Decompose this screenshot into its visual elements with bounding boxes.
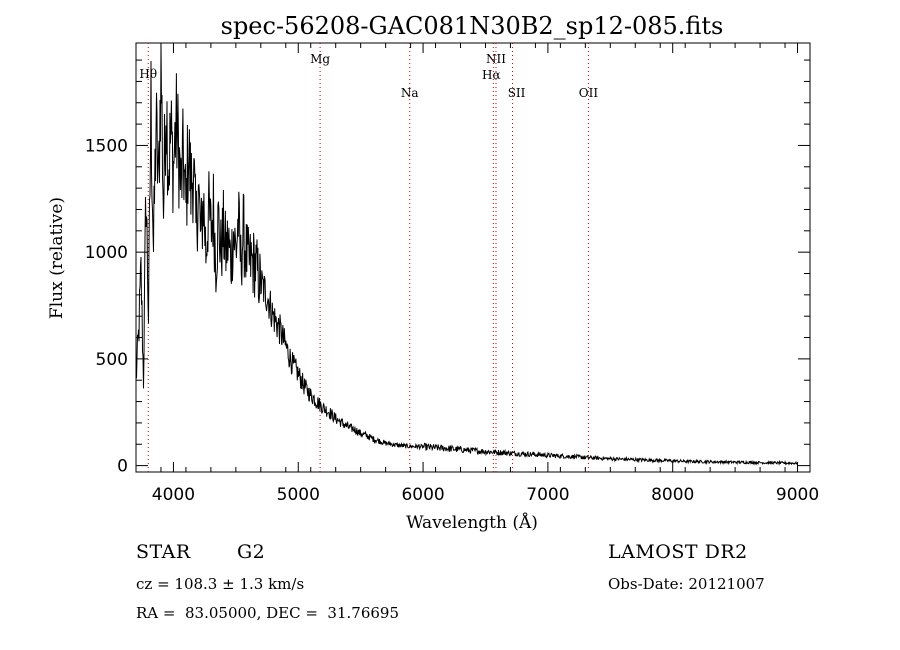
- spectral-line-markers: Hθ Mg Na NII Hα SII OII: [139, 43, 598, 472]
- tick-labels: 4000 5000 6000 7000 8000 9000 0 500 1000 1500: [85, 136, 819, 505]
- x-tick-label: 4000: [152, 485, 195, 505]
- object-type: STAR: [136, 541, 191, 563]
- spectral-line-label: Hθ: [139, 67, 157, 81]
- x-tick-label: 8000: [651, 485, 694, 505]
- axis-ticks: [135, 43, 811, 472]
- coordinates-readout: RA = 83.05000, DEC = 31.76695: [136, 604, 400, 622]
- y-tick-label: 1500: [85, 136, 128, 156]
- x-tick-label: 7000: [526, 485, 569, 505]
- spectral-line-label: SII: [508, 86, 526, 100]
- chart-title: spec-56208-GAC081N30B2_sp12-085.fits: [221, 12, 724, 40]
- spectral-line-label: OII: [579, 86, 599, 100]
- y-tick-label: 500: [96, 350, 128, 370]
- x-tick-label: 9000: [776, 485, 819, 505]
- y-tick-label: 1000: [85, 243, 128, 263]
- redshift-readout: cz = 108.3 ± 1.3 km/s: [136, 575, 305, 593]
- spectral-line-label: Na: [401, 86, 419, 100]
- survey-name: LAMOST DR2: [608, 541, 748, 563]
- object-subclass: G2: [237, 541, 266, 563]
- spectral-line-label: Hα: [482, 68, 501, 82]
- obs-date: Obs-Date: 20121007: [608, 575, 765, 593]
- spectral-line-label: Mg: [310, 52, 330, 66]
- y-tick-label: 0: [117, 457, 128, 477]
- y-axis-label: Flux (relative): [47, 197, 67, 319]
- spectrum-series-line: [135, 42, 798, 466]
- spectral-line-label: NII: [486, 52, 506, 66]
- x-axis-label: Wavelength (Å): [406, 512, 538, 533]
- x-tick-label: 5000: [277, 485, 320, 505]
- plot-frame: [135, 42, 811, 473]
- x-tick-label: 6000: [401, 485, 444, 505]
